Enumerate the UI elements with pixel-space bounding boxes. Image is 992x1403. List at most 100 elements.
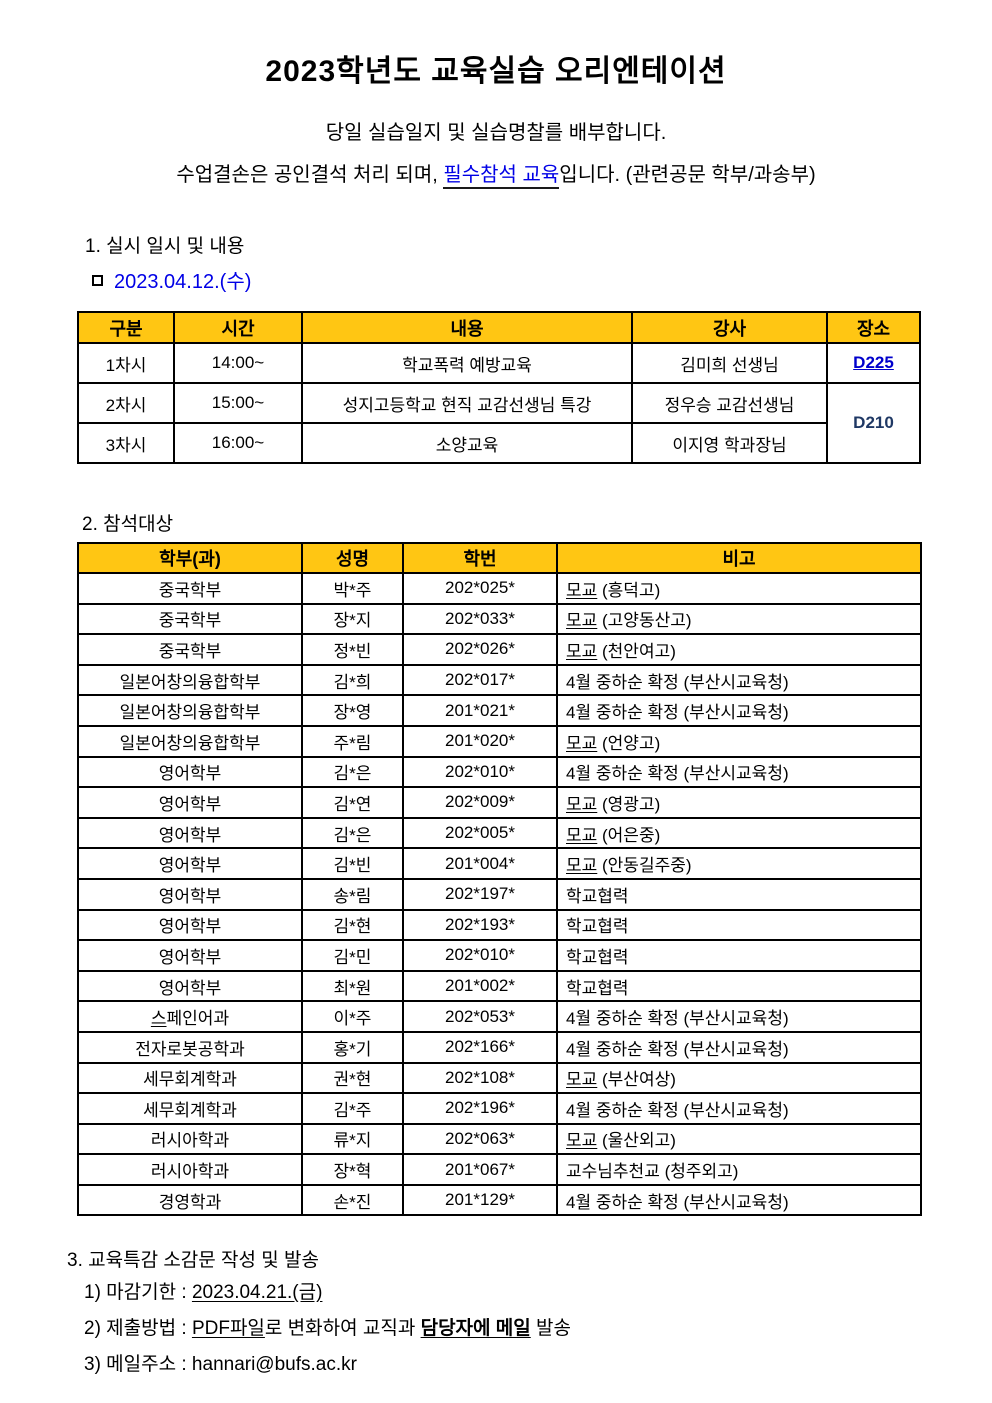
emphasized-text: 모교 [566,733,598,753]
name-cell: 김*은 [301,816,404,850]
attendee-row: 러시아학과 류*지 202*063* 모교 (울산외고) [77,1122,922,1156]
page-title: 2023학년도 교육실습 오리엔테이션 [265,55,727,88]
emphasized-text: 모교 [566,794,598,814]
attendee-row: 스페인어과 이*주 202*053* 4월 중하순 확정 (부산시교육청) [77,1000,922,1033]
attendees-header-row: 학부(과) 성명 학번 비고 [77,542,922,574]
session-cell: 1차시 [77,342,175,384]
name-cell: 김*현 [301,908,404,942]
col-header-time: 시간 [173,311,303,344]
remark-cell: 모교 (영광고) [556,786,922,819]
remark-cell: 학교협력 [556,939,922,972]
sid-cell: 202*166* [402,1030,558,1064]
name-cell: 장*혁 [301,1153,404,1186]
content-cell: 성지고등학교 현직 교감선생님 특강 [301,382,633,424]
remark-cell: 모교 (부산여상) [556,1061,922,1095]
sid-cell: 202*010* [402,939,558,972]
sid-cell: 201*021* [402,694,558,727]
attendee-row: 일본어창의융합학부 주*림 201*020* 모교 (언양고) [77,724,922,758]
attendee-row: 영어학부 최*원 201*002* 학교협력 [77,969,922,1003]
emphasized-text: 모교 [566,1070,598,1090]
attendee-row: 러시아학과 장*혁 201*067* 교수님추천교 (청주외고) [77,1153,922,1186]
name-cell: 이*주 [301,1000,404,1033]
text-segment: 2) 제출방법 : [84,1318,192,1339]
name-cell: 권*현 [301,1061,404,1095]
content-cell: 소양교육 [301,422,633,464]
attendee-row: 중국학부 장*지 202*033* 모교 (고양동산고) [77,602,922,636]
lecturer-cell: 김미희 선생님 [631,342,828,384]
sid-cell: 202*017* [402,663,558,697]
dept-cell: 세무회계학과 [77,1061,303,1095]
text-segment: 입니다. (관련공문 학부/과송부) [559,164,816,186]
sid-cell: 202*009* [402,786,558,819]
list-item: 2) 제출방법 : PDF파일로 변화하여 교직과 담당자에 메일 발송 [84,1317,571,1353]
name-cell: 주*림 [301,724,404,758]
col-header-name: 성명 [301,542,404,574]
dept-cell: 스페인어과 [77,1000,303,1033]
name-cell: 박*주 [301,572,404,605]
remark-cell: 학교협력 [556,908,922,942]
square-bullet-icon [92,275,103,286]
sid-cell: 202*108* [402,1061,558,1095]
remark-cell: 4월 중하순 확정 (부산시교육청) [556,755,922,789]
attendee-row: 영어학부 김*현 202*193* 학교협력 [77,908,922,942]
remark-cell: 4월 중하순 확정 (부산시교육청) [556,663,922,697]
name-cell: 김*은 [301,755,404,789]
name-cell: 홍*기 [301,1030,404,1064]
text-segment: 수업결손은 공인결석 처리 되며, [176,164,444,186]
sid-cell: 202*063* [402,1122,558,1156]
dept-cell: 영어학부 [77,877,303,911]
emphasized-text: 2023.04.21.(금) [191,1282,323,1303]
col-header-lecturer: 강사 [631,311,828,344]
remark-cell: 4월 중하순 확정 (부산시교육청) [556,694,922,727]
remark-cell: 모교 (천안여고) [556,633,922,666]
emphasized-text: 모교 [566,580,598,600]
dept-cell: 전자로봇공학과 [77,1030,303,1064]
col-header-dept: 학부(과) [77,542,303,574]
sid-cell: 202*005* [402,816,558,850]
emphasized-text: 모교 [566,856,598,876]
time-cell: 16:00~ [173,422,303,464]
remark-cell: 학교협력 [556,969,922,1003]
col-header-room: 장소 [826,311,921,344]
attendee-row: 영어학부 김*은 202*010* 4월 중하순 확정 (부산시교육청) [77,755,922,789]
dept-cell: 영어학부 [77,755,303,789]
name-cell: 최*원 [301,969,404,1003]
intro-line-2: 수업결손은 공인결석 처리 되며, 필수참석 교육입니다. (관련공문 학부/과… [0,158,992,189]
remark-cell: 4월 중하순 확정 (부산시교육청) [556,1030,922,1064]
attendee-row: 영어학부 김*은 202*005* 모교 (어은중) [77,816,922,850]
remark-cell: 모교 (흥덕고) [556,572,922,605]
content-cell: 학교폭력 예방교육 [301,342,633,384]
dept-cell: 영어학부 [77,786,303,819]
list-item: 1) 마감기한 : 2023.04.21.(금) [84,1281,571,1317]
emphasized-text: 모교 [566,611,598,631]
schedule-row-3: 3차시 16:00~ 소양교육 이지영 학과장님 [77,422,920,464]
dept-cell: 세무회계학과 [77,1092,303,1125]
schedule-table: 구분 시간 내용 강사 장소 1차시 14:00~ 학교폭력 예방교육 김미희 … [77,311,921,464]
session-cell: 2차시 [77,382,175,424]
dept-cell: 일본어창의융합학부 [77,694,303,727]
remark-cell: 모교 (고양동산고) [556,602,922,636]
time-cell: 14:00~ [173,342,303,384]
emphasized-text: PDF파일 [191,1318,265,1339]
name-cell: 김*주 [301,1092,404,1125]
attendee-row: 영어학부 김*민 202*010* 학교협력 [77,939,922,972]
sid-cell: 202*026* [402,633,558,666]
dept-cell: 경영학과 [77,1183,303,1217]
name-cell: 김*희 [301,663,404,697]
dept-cell: 영어학부 [77,847,303,880]
section1-heading: 1. 실시 일시 및 내용 [85,236,245,257]
dept-cell: 영어학부 [77,908,303,942]
room-link-d225[interactable]: D225 [853,353,894,372]
section3-items: 1) 마감기한 : 2023.04.21.(금) 2) 제출방법 : PDF파일로… [84,1281,571,1389]
schedule-row-2: 2차시 15:00~ 성지고등학교 현직 교감선생님 특강 정우승 교감선생님 … [77,382,921,464]
orientation-date: 2023.04.12.(수) [114,271,252,293]
room-cell: D225 [826,342,921,384]
col-header-remark: 비고 [556,542,922,574]
dept-cell: 중국학부 [77,602,303,636]
col-header-session: 구분 [77,311,175,344]
attendee-row: 중국학부 정*빈 202*026* 모교 (천안여고) [77,633,922,666]
sid-cell: 202*196* [402,1092,558,1125]
name-cell: 김*빈 [301,847,404,880]
text-segment: 1) 마감기한 : [84,1282,192,1303]
